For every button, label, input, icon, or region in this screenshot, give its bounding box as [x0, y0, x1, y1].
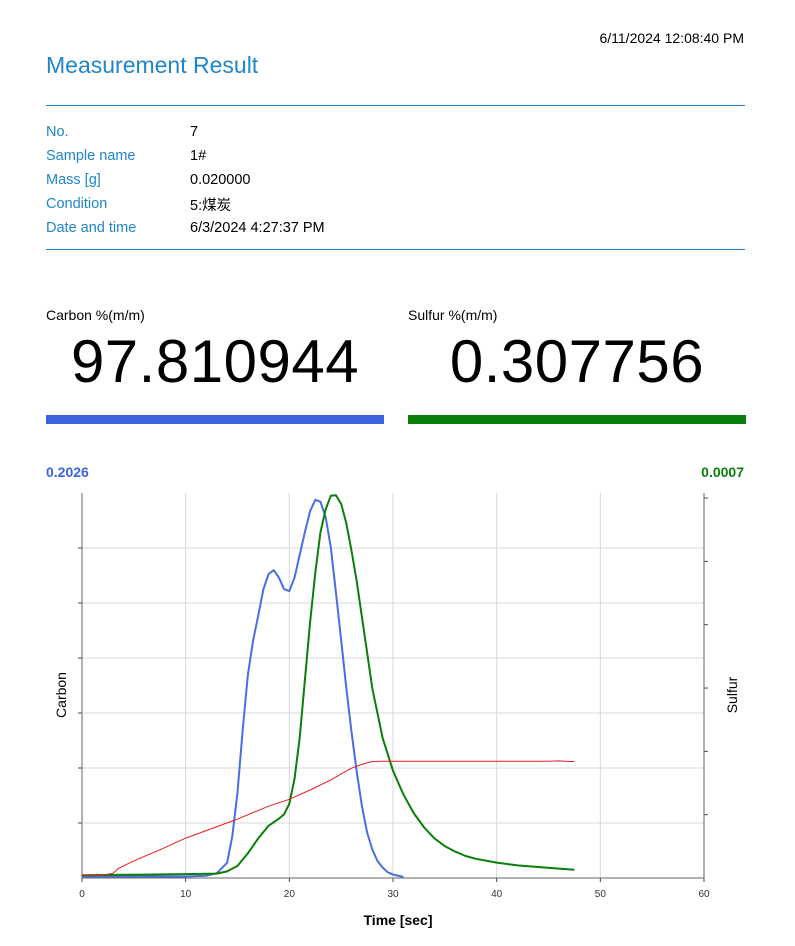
- integral-curve: [82, 760, 575, 876]
- info-value: 1#: [190, 148, 207, 164]
- combustion-curve-chart: 0 10 20 30 40 50 60 0.2026 0.0007 Carbon Sulfu…: [46, 464, 744, 928]
- carbon-result-label: Carbon %(m/m): [46, 307, 145, 323]
- carbon-color-bar: [46, 415, 384, 424]
- info-row-date-time: Date and time 6/3/2024 4:27:37 PM: [46, 216, 325, 240]
- info-value: 5:煤炭: [190, 197, 232, 214]
- carbon-result-value: 97.810944: [70, 328, 360, 395]
- carbon-curve: [81, 498, 404, 878]
- x-tick-label: 10: [180, 889, 192, 900]
- x-tick-label: 50: [595, 889, 607, 900]
- carbon-result: Carbon %(m/m) 97.810944: [46, 307, 384, 424]
- x-tick-label: 30: [387, 889, 399, 900]
- x-tick-label: 0: [79, 889, 85, 900]
- title-divider: [46, 105, 745, 106]
- info-value: 6/3/2024 4:27:37 PM: [190, 220, 325, 236]
- info-label: Date and time: [46, 220, 137, 236]
- info-row-mass: Mass [g] 0.020000: [46, 168, 325, 192]
- info-value: 7: [190, 124, 199, 140]
- chart-grid: [82, 493, 704, 878]
- info-label: Sample name: [46, 148, 136, 164]
- info-label: Mass [g]: [46, 172, 101, 188]
- sulfur-color-bar: [408, 415, 746, 424]
- x-tick-label: 60: [698, 889, 710, 900]
- x-axis-title: Time [sec]: [364, 912, 433, 928]
- carbon-axis-title: Carbon: [53, 672, 69, 718]
- info-label: No.: [46, 124, 69, 140]
- sulfur-axis-title: Sulfur: [724, 676, 740, 713]
- sulfur-curve: [81, 494, 575, 877]
- info-value: 0.020000: [190, 172, 251, 188]
- sulfur-result-label: Sulfur %(m/m): [408, 307, 498, 323]
- x-tick-label: 20: [284, 889, 296, 900]
- measurement-info: No. 7 Sample name 1# Mass [g] 0.020000 C…: [46, 120, 325, 240]
- chart-axes: 0 10 20 30 40 50 60: [78, 493, 710, 900]
- sulfur-axis-max-label: 0.0007: [701, 464, 744, 480]
- info-label: Condition: [46, 196, 108, 212]
- sulfur-result-value: 0.307756: [449, 328, 705, 395]
- chart-series: [81, 494, 575, 878]
- carbon-axis-max-label: 0.2026: [46, 464, 89, 480]
- x-tick-label: 40: [491, 889, 503, 900]
- sulfur-result: Sulfur %(m/m) 0.307756: [408, 307, 746, 424]
- info-divider: [46, 249, 745, 250]
- info-row-sample-name: Sample name 1#: [46, 144, 325, 168]
- info-row-number: No. 7: [46, 120, 325, 144]
- page-title: Measurement Result: [46, 52, 259, 78]
- info-row-condition: Condition 5:煤炭: [46, 192, 325, 216]
- report-timestamp: 6/11/2024 12:08:40 PM: [599, 30, 744, 46]
